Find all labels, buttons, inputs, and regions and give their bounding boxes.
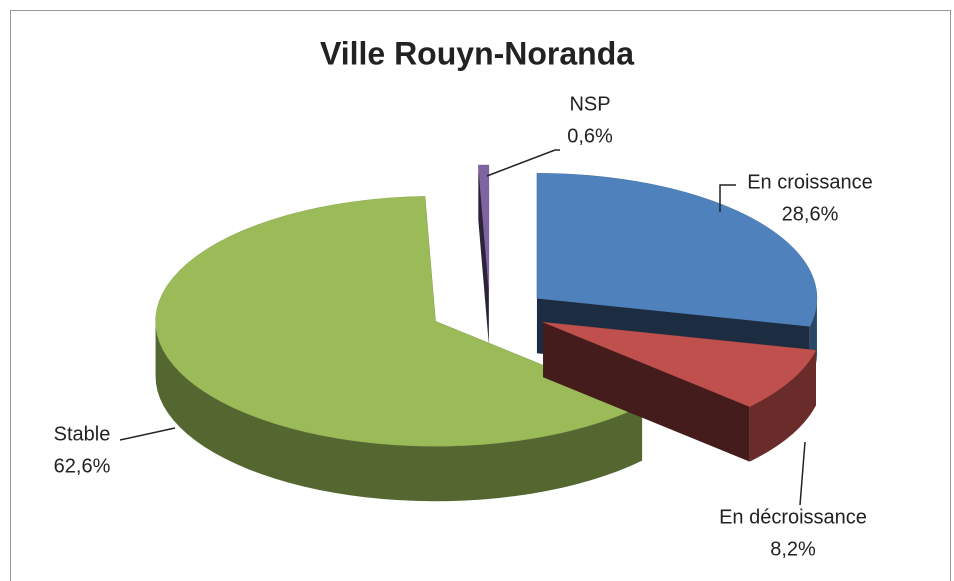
slice xyxy=(155,196,643,447)
slice xyxy=(478,164,490,291)
slice-side xyxy=(478,165,489,346)
leader-line xyxy=(719,184,736,212)
leader-line xyxy=(799,441,806,506)
slice xyxy=(543,321,817,407)
slice xyxy=(478,164,490,346)
chart-title: Ville Rouyn-Noranda xyxy=(320,35,634,71)
slice-side xyxy=(543,322,750,462)
value-label: 8,2% xyxy=(770,538,816,560)
slice-label: En décroissance xyxy=(719,506,867,528)
slice-label: Stable xyxy=(54,423,111,445)
slice-label: NSP xyxy=(569,93,610,115)
leader-line xyxy=(119,427,176,441)
slice-side xyxy=(749,350,816,462)
slice-side xyxy=(155,321,643,502)
slice xyxy=(155,196,643,502)
leader-line xyxy=(486,149,560,177)
value-label: 62,6% xyxy=(54,455,111,477)
slice xyxy=(536,173,818,327)
slice xyxy=(543,321,817,462)
value-label: 0,6% xyxy=(567,125,613,147)
value-label: 28,6% xyxy=(782,203,839,225)
slice-label: En croissance xyxy=(747,171,873,193)
